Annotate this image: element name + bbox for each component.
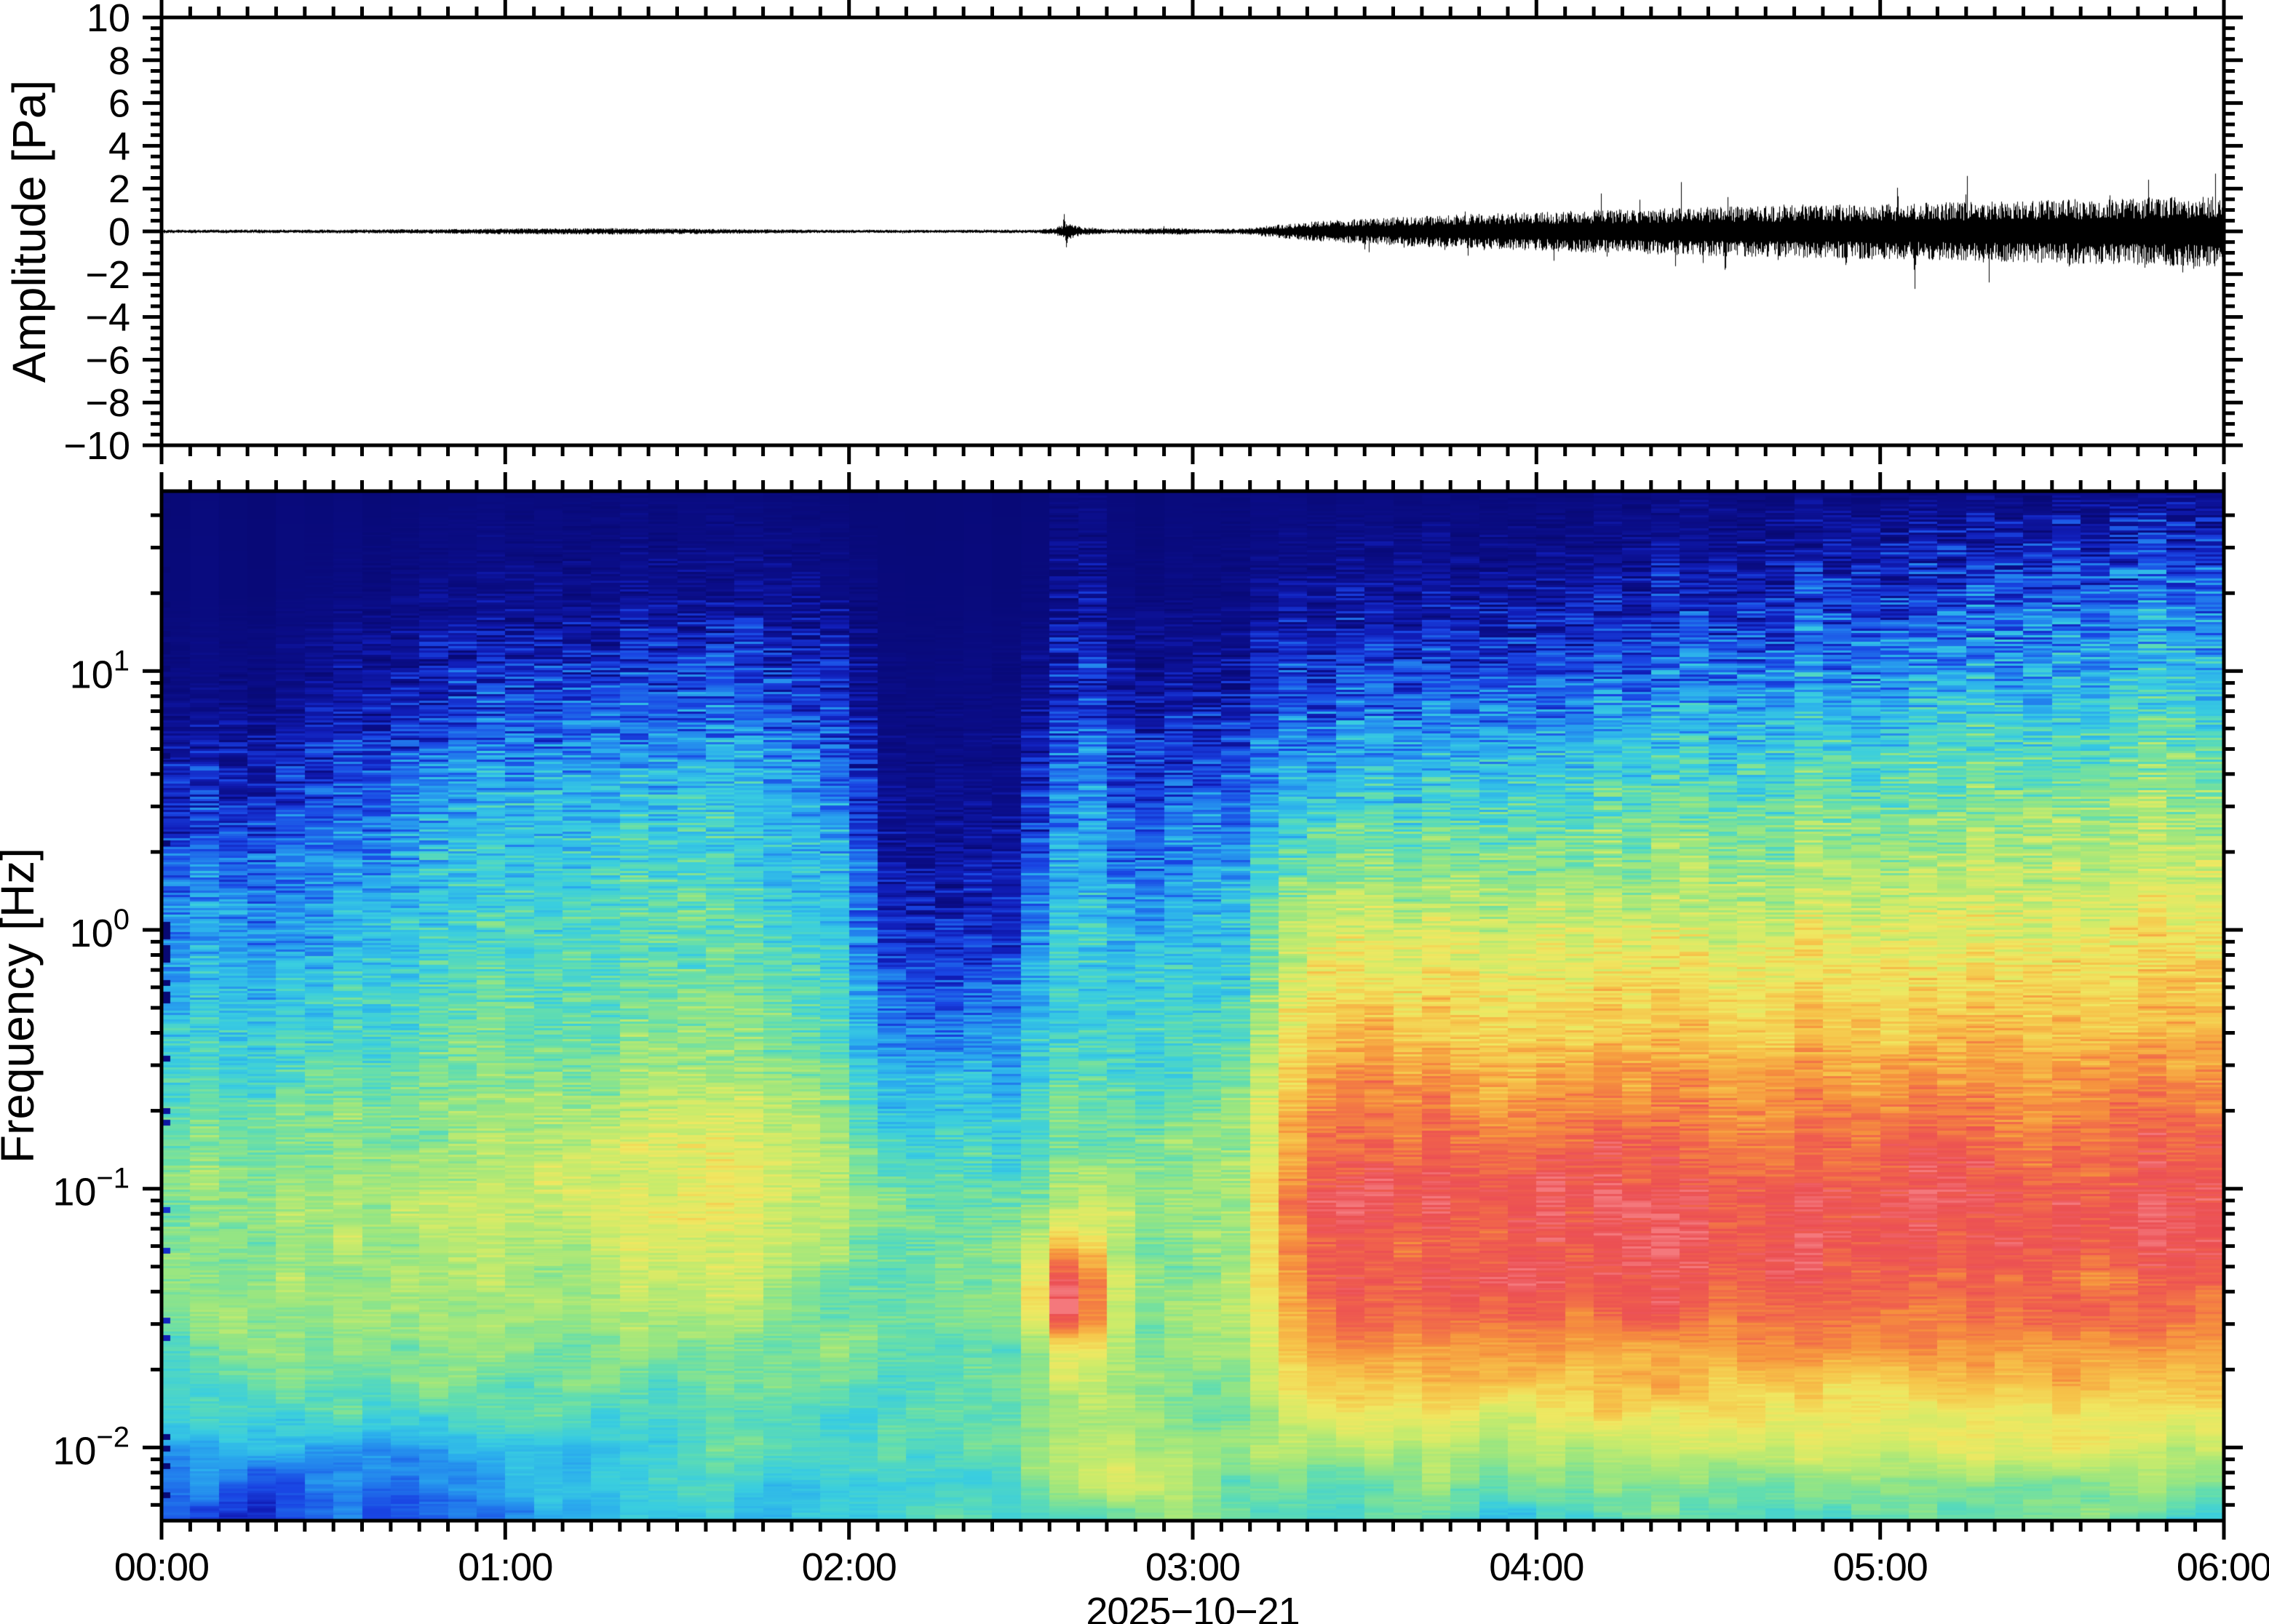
svg-text:Frequency [Hz]: Frequency [Hz]: [0, 848, 44, 1163]
svg-text:−10: −10: [63, 424, 130, 468]
svg-text:0: 0: [108, 210, 130, 254]
svg-text:06:00: 06:00: [2177, 1545, 2269, 1589]
svg-text:05:00: 05:00: [1833, 1545, 1928, 1589]
svg-text:02:00: 02:00: [802, 1545, 897, 1589]
svg-text:10−1: 10−1: [52, 1163, 130, 1214]
svg-text:4: 4: [108, 124, 130, 168]
svg-text:−2: −2: [85, 253, 130, 297]
svg-text:2025−10−21: 2025−10−21: [1086, 1590, 1299, 1624]
svg-text:6: 6: [108, 82, 130, 126]
svg-text:10−2: 10−2: [52, 1421, 130, 1473]
svg-text:03:00: 03:00: [1145, 1545, 1240, 1589]
svg-text:01:00: 01:00: [458, 1545, 552, 1589]
svg-text:00:00: 00:00: [114, 1545, 209, 1589]
svg-text:100: 100: [70, 904, 130, 955]
svg-text:8: 8: [108, 39, 130, 83]
svg-text:10: 10: [87, 0, 130, 40]
svg-text:101: 101: [70, 645, 130, 696]
svg-text:−6: −6: [85, 338, 130, 382]
svg-text:Amplitude [Pa]: Amplitude [Pa]: [3, 80, 55, 383]
svg-text:04:00: 04:00: [1489, 1545, 1583, 1589]
svg-text:2: 2: [108, 167, 130, 211]
svg-text:−4: −4: [85, 296, 130, 340]
svg-text:−8: −8: [85, 381, 130, 425]
